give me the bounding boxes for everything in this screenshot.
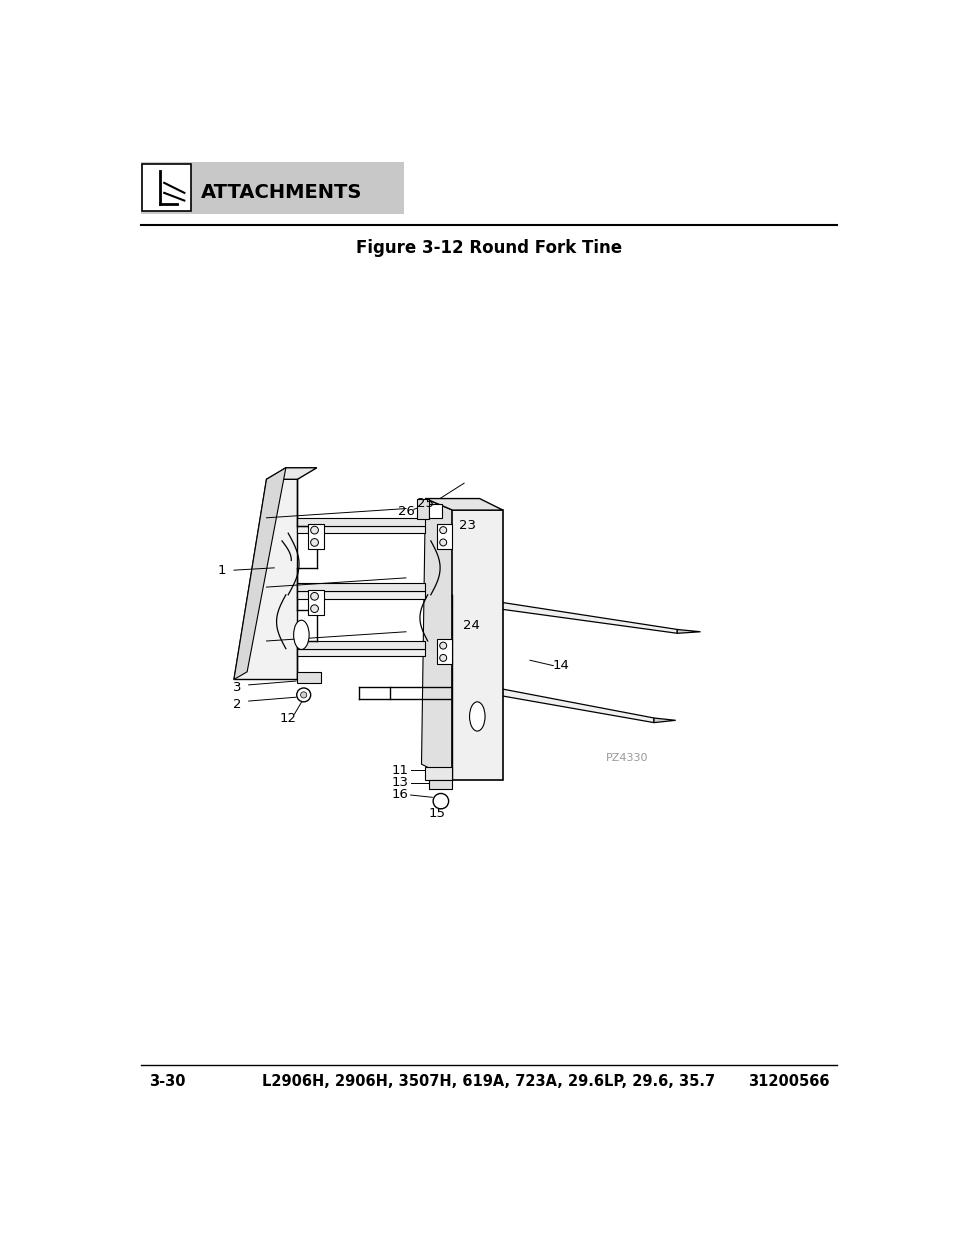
Text: 23: 23 — [459, 519, 476, 532]
Bar — [141, 162, 404, 215]
Polygon shape — [308, 590, 323, 615]
Text: 3: 3 — [233, 680, 241, 694]
Polygon shape — [233, 468, 286, 679]
Polygon shape — [297, 517, 425, 526]
Text: PZ4330: PZ4330 — [605, 753, 648, 763]
Polygon shape — [436, 640, 452, 664]
Text: ATTACHMENTS: ATTACHMENTS — [200, 183, 361, 201]
Text: 1: 1 — [217, 563, 226, 577]
Circle shape — [433, 793, 448, 809]
Text: 15: 15 — [428, 806, 445, 820]
Text: 12: 12 — [279, 711, 296, 725]
Polygon shape — [233, 479, 297, 679]
Polygon shape — [429, 779, 452, 789]
Text: L2906H, 2906H, 3507H, 619A, 723A, 29.6LP, 29.6, 35.7: L2906H, 2906H, 3507H, 619A, 723A, 29.6LP… — [262, 1074, 715, 1089]
Text: Figure 3-12 Round Fork Tine: Figure 3-12 Round Fork Tine — [355, 240, 621, 257]
Polygon shape — [297, 648, 425, 656]
Circle shape — [439, 538, 446, 546]
Text: 26: 26 — [397, 505, 414, 519]
Text: 25: 25 — [416, 498, 434, 510]
Text: 24: 24 — [463, 619, 479, 632]
Circle shape — [439, 526, 446, 534]
Polygon shape — [308, 524, 323, 548]
Polygon shape — [421, 499, 452, 779]
Polygon shape — [429, 504, 441, 517]
Polygon shape — [297, 583, 425, 592]
Text: 16: 16 — [391, 788, 408, 802]
Ellipse shape — [294, 620, 309, 650]
Bar — [142, 163, 191, 211]
Ellipse shape — [469, 701, 484, 731]
Polygon shape — [416, 499, 429, 520]
Circle shape — [300, 692, 307, 698]
Polygon shape — [452, 510, 502, 779]
Polygon shape — [452, 679, 654, 722]
Polygon shape — [297, 592, 425, 599]
Text: 14: 14 — [552, 659, 569, 672]
Circle shape — [439, 655, 446, 662]
Circle shape — [311, 538, 318, 546]
Text: 3-30: 3-30 — [149, 1074, 185, 1089]
Text: 13: 13 — [391, 776, 408, 789]
Polygon shape — [677, 630, 700, 634]
Polygon shape — [654, 718, 675, 722]
Polygon shape — [297, 672, 320, 683]
Text: 11: 11 — [391, 764, 408, 777]
Polygon shape — [297, 641, 425, 648]
Text: 2: 2 — [233, 698, 241, 710]
Polygon shape — [266, 468, 316, 479]
Polygon shape — [436, 524, 452, 548]
Circle shape — [311, 593, 318, 600]
Polygon shape — [452, 595, 677, 634]
Polygon shape — [425, 499, 502, 510]
Circle shape — [311, 526, 318, 534]
Text: 31200566: 31200566 — [747, 1074, 828, 1089]
Circle shape — [296, 688, 311, 701]
Polygon shape — [297, 526, 425, 534]
Polygon shape — [425, 767, 452, 779]
Circle shape — [439, 642, 446, 650]
Circle shape — [311, 605, 318, 613]
